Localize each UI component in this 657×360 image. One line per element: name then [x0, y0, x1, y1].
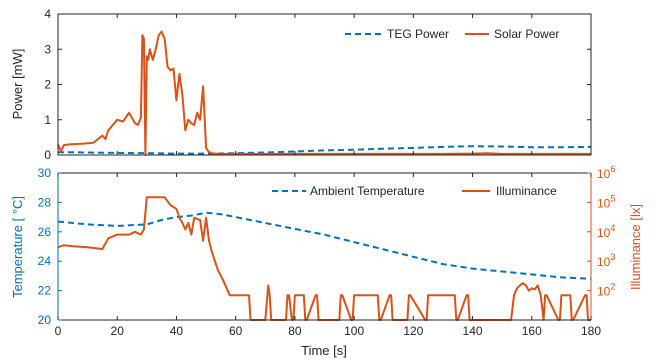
series-line-teg-power — [57, 145, 592, 155]
temperature-y-tick-label: 20 — [38, 313, 52, 327]
power-y-tick-label: 0 — [44, 148, 51, 162]
temp-illum-legend: Ambient Temperature Illuminance — [272, 184, 557, 198]
illuminance-y-tick-label: 105 — [597, 193, 615, 210]
time-x-tick-label: 20 — [111, 324, 125, 338]
legend-ambient-label: Ambient Temperature — [310, 184, 425, 198]
illuminance-y-tick-label: 102 — [597, 282, 615, 299]
time-x-ticks: 0 20 40 60 80 100 120 140 160 180 — [55, 173, 601, 338]
time-x-tick-label: 100 — [344, 324, 364, 338]
illuminance-y-ticks: 102 103 104 105 106 — [587, 164, 615, 299]
illuminance-y-tick-label: 103 — [597, 252, 615, 269]
temperature-y-tick-label: 24 — [38, 254, 52, 268]
time-x-tick-label: 60 — [229, 324, 243, 338]
power-y-tick-label: 3 — [44, 42, 51, 56]
series-line-solar-power — [57, 30, 591, 156]
time-x-tick-label: 160 — [522, 324, 542, 338]
temperature-y-tick-label: 22 — [38, 284, 52, 298]
temperature-y-tick-label: 26 — [38, 225, 52, 239]
power-legend: TEG Power Solar Power — [345, 27, 559, 41]
time-x-tick-label: 40 — [170, 324, 184, 338]
time-x-tick-label: 0 — [55, 324, 62, 338]
temperature-y-tick-label: 28 — [38, 195, 52, 209]
power-y-tick-label: 4 — [44, 7, 51, 21]
temperature-y-axis-label: Temperature [ °C] — [10, 196, 25, 298]
illuminance-y-axis-label: Illuminance [lx] — [628, 204, 643, 290]
time-x-tick-label: 80 — [288, 324, 302, 338]
power-y-tick-label: 1 — [44, 113, 51, 127]
power-plot-area — [57, 30, 592, 156]
power-y-tick-label: 2 — [44, 78, 51, 92]
illuminance-y-tick-label: 104 — [597, 223, 615, 240]
series-line-illuminance — [57, 196, 591, 321]
power-chart: 0 1 2 3 4 Power [mW] TEG Power Solar Power — [10, 7, 592, 162]
illuminance-y-tick-label: 106 — [597, 164, 615, 181]
power-y-ticks: 0 1 2 3 4 — [44, 7, 591, 162]
time-x-tick-label: 120 — [403, 324, 423, 338]
time-x-axis-label: Time [s] — [301, 343, 347, 358]
temp-illum-plot-area — [57, 196, 592, 321]
legend-teg-label: TEG Power — [387, 27, 449, 41]
temperature-y-ticks: 20 22 24 26 28 30 — [38, 166, 62, 327]
legend-solar-label: Solar Power — [494, 27, 559, 41]
legend-illuminance-label: Illuminance — [496, 184, 557, 198]
time-x-tick-label: 180 — [581, 324, 601, 338]
series-line-ambient-temperature — [57, 211, 592, 280]
temperature-y-tick-label: 30 — [38, 166, 52, 180]
power-x-ticks — [57, 14, 592, 155]
power-y-axis-label: Power [mW] — [10, 49, 25, 120]
time-x-tick-label: 140 — [463, 324, 483, 338]
